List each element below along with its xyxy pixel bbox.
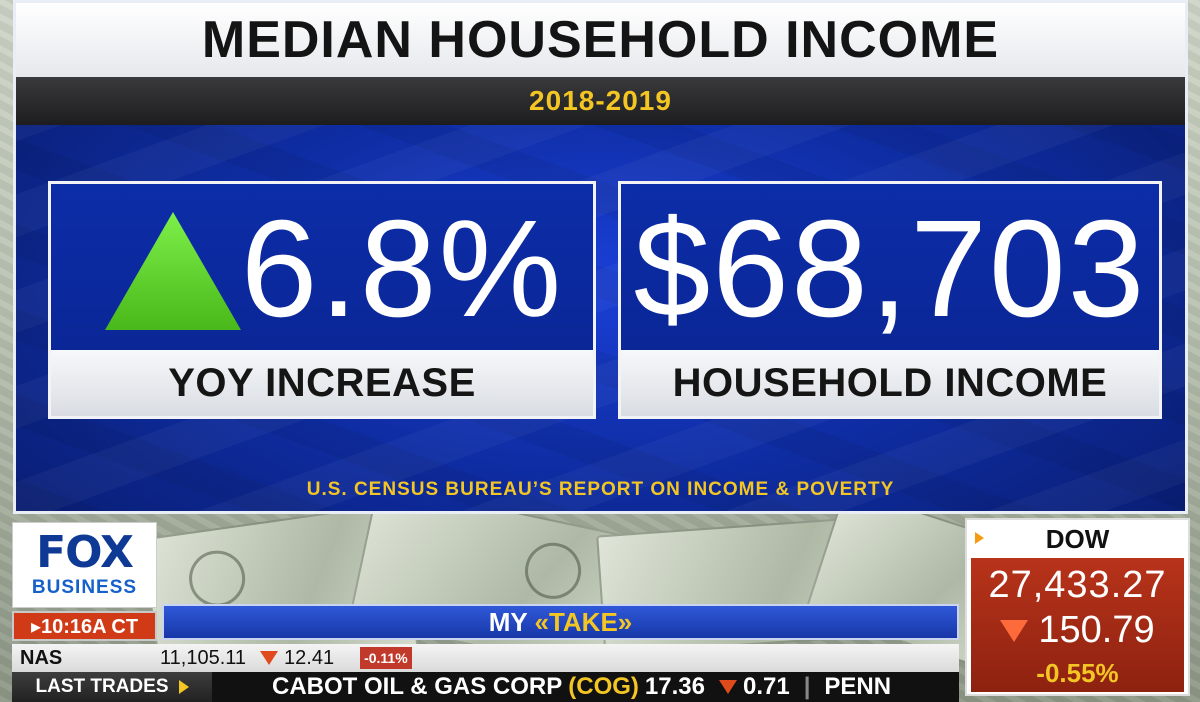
down-arrow-icon — [1000, 619, 1029, 642]
ticker-separator: | — [803, 673, 811, 700]
next-ticker-item: PENN — [824, 673, 892, 700]
last-trades-text: LAST TRADES — [35, 676, 169, 697]
stat-label-area: YOY INCREASE — [51, 350, 593, 416]
yoy-value: 6.8% — [240, 192, 564, 346]
dow-change: 150.79 — [1038, 609, 1155, 651]
last-trades-label: LAST TRADES — [12, 672, 212, 702]
stat-label-area: HOUSEHOLD INCOME — [621, 350, 1159, 416]
segment-bar: MY «TAKE» — [162, 604, 959, 640]
play-arrow-icon — [178, 680, 189, 694]
dow-pct: -0.55% — [1036, 658, 1119, 688]
graphic-period: 2018-2019 — [529, 85, 672, 116]
index-pct-badge: -0.11% — [360, 647, 412, 669]
stat-card-yoy: 6.8% YOY INCREASE — [48, 181, 596, 419]
dow-body: 27,433.27 150.79 -0.55% — [971, 558, 1184, 692]
logo-fox-text: FOX — [36, 527, 134, 578]
segment-take: «TAKE» — [534, 606, 633, 637]
dow-box: DOW 27,433.27 150.79 -0.55% — [965, 518, 1190, 696]
time-box: ▸10:16A CT — [12, 611, 157, 641]
stat-card-income: $68,703 HOUSEHOLD INCOME — [618, 181, 1162, 419]
segment-title: MY «TAKE» — [489, 607, 633, 638]
trade-symbol: (COG) — [568, 673, 639, 700]
dow-header: DOW — [967, 520, 1188, 558]
income-value: $68,703 — [633, 192, 1147, 346]
down-arrow-icon — [718, 680, 737, 694]
segment-my: MY — [488, 606, 528, 637]
source-caption: U.S. CENSUS BUREAU’S REPORT ON INCOME & … — [306, 479, 895, 500]
index-ticker: NAS 11,105.11 12.41 -0.11% — [12, 644, 959, 672]
index-value: 11,105.11 — [160, 646, 247, 669]
dow-change-row: 150.79 — [1000, 609, 1155, 652]
dow-label: DOW — [1045, 523, 1110, 554]
income-label: HOUSEHOLD INCOME — [672, 360, 1108, 405]
trade-price: 17.36 — [644, 673, 705, 700]
clock-time: ▸10:16A CT — [14, 613, 155, 639]
graphic-panel: MEDIAN HOUSEHOLD INCOME 2018-2019 6.8% Y… — [13, 0, 1188, 514]
yoy-label: YOY INCREASE — [168, 360, 476, 405]
logo-business-text: BUSINESS — [31, 577, 138, 598]
title-bar: MEDIAN HOUSEHOLD INCOME — [16, 3, 1185, 77]
down-arrow-icon — [260, 651, 279, 665]
dow-value: 27,433.27 — [988, 564, 1167, 606]
trades-ticker: LAST TRADES CABOT OIL & GAS CORP (COG) 1… — [12, 672, 959, 702]
up-triangle-icon — [105, 212, 241, 330]
stat-value-area: 6.8% — [51, 184, 593, 354]
period-bar: 2018-2019 — [16, 77, 1185, 125]
trade-change: 0.71 — [742, 673, 790, 700]
index-change: 12.41 — [284, 646, 335, 669]
fox-business-logo: FOX BUSINESS — [12, 522, 157, 608]
graphic-title: MEDIAN HOUSEHOLD INCOME — [201, 11, 1000, 69]
stat-value-area: $68,703 — [621, 184, 1159, 354]
play-arrow-icon — [975, 532, 984, 544]
index-name: NAS — [20, 646, 63, 669]
trade-item: CABOT OIL & GAS CORP (COG) 17.36 0.71 | … — [272, 673, 891, 701]
trade-name: CABOT OIL & GAS CORP — [272, 673, 563, 700]
